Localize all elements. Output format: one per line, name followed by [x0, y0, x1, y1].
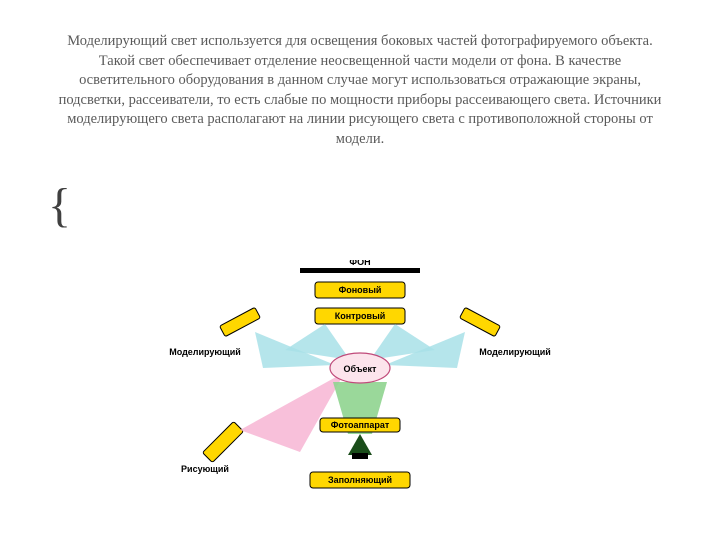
model-right-source	[460, 307, 501, 336]
decorative-brace: {	[48, 182, 71, 230]
konturovy-label: Контровый	[335, 311, 386, 321]
camera-icon	[348, 434, 372, 459]
model-right-label: Моделирующий	[479, 347, 551, 357]
fon-bar	[300, 268, 420, 273]
model-left-source	[220, 307, 261, 336]
risuyushchiy-beam	[240, 372, 345, 452]
diagram-svg: ФОН Фоновый Контровый Моделирующий Модел…	[155, 260, 565, 510]
object-label: Объект	[344, 364, 378, 374]
zapolnyayushchiy-label: Заполняющий	[328, 475, 392, 485]
fonovy-label: Фоновый	[339, 285, 382, 295]
risuyushchiy-source	[202, 421, 243, 462]
risuyushchiy-label: Рисующий	[181, 464, 229, 474]
fotoapparat-label: Фотоаппарат	[331, 420, 390, 430]
model-left-label: Моделирующий	[169, 347, 241, 357]
description-text: Моделирующий свет используется для освещ…	[50, 32, 670, 149]
fon-label: ФОН	[349, 260, 370, 267]
lighting-diagram: ФОН Фоновый Контровый Моделирующий Модел…	[155, 260, 565, 510]
